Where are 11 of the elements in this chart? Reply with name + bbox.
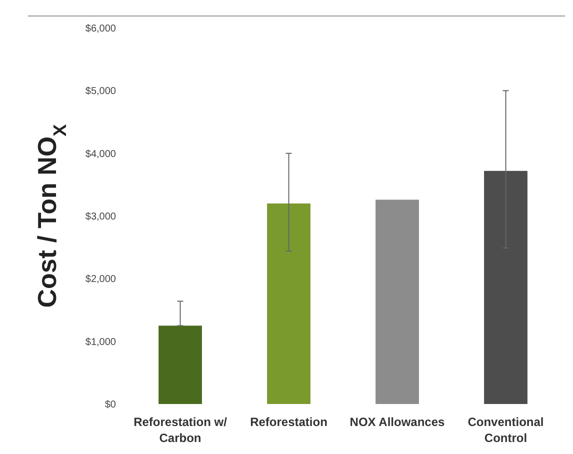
y-tick-label: $6,000 <box>85 24 116 34</box>
x-tick-label: NOX Allowances <box>350 415 446 429</box>
x-tick-label: Conventional Control <box>468 415 544 445</box>
y-tick-label: $3,000 <box>85 212 116 222</box>
y-tick-label: $5,000 <box>85 86 116 98</box>
y-tick-label: $0 <box>104 400 116 410</box>
x-tick-label: Reforestation w/ Carbon <box>134 415 228 445</box>
x-tick-label: Reforestation <box>250 415 328 429</box>
y-tick-label: $1,000 <box>85 336 116 348</box>
y-tick-label: $2,000 <box>85 274 116 286</box>
y-tick-label: $4,000 <box>85 148 116 160</box>
